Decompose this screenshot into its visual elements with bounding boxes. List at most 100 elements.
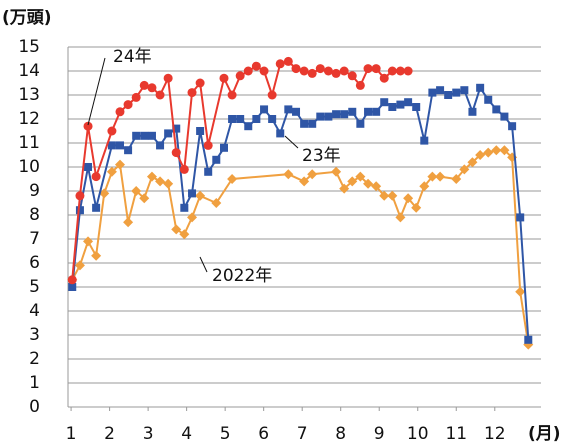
marker [171, 148, 181, 158]
marker [315, 64, 325, 74]
marker [356, 119, 365, 128]
marker [187, 212, 198, 223]
marker [243, 66, 253, 76]
marker [107, 126, 117, 136]
marker [267, 90, 277, 100]
x-tick-label: 3 [143, 424, 154, 444]
marker [508, 122, 517, 131]
marker [404, 98, 413, 107]
marker [403, 193, 414, 204]
marker [347, 71, 357, 81]
marker [419, 181, 430, 192]
marker [468, 107, 477, 116]
marker [139, 80, 149, 90]
marker [363, 178, 374, 189]
marker [147, 83, 157, 93]
marker [123, 100, 133, 110]
marker [107, 141, 116, 150]
marker [300, 119, 309, 128]
marker [196, 127, 205, 135]
marker [131, 186, 142, 196]
marker [180, 203, 189, 212]
marker [188, 189, 197, 198]
marker [204, 167, 213, 176]
marker [500, 112, 509, 121]
x-axis-label: (月) [528, 424, 561, 444]
marker [83, 236, 94, 247]
marker [244, 122, 253, 131]
marker [91, 172, 101, 182]
marker [364, 107, 373, 116]
marker [371, 64, 381, 74]
x-tick-label: 5 [220, 424, 231, 444]
y-tick-label: 11 [18, 133, 40, 153]
marker [251, 61, 261, 71]
marker [114, 159, 125, 170]
x-tick-label: 11 [445, 424, 467, 444]
marker [139, 193, 150, 204]
marker [467, 157, 478, 168]
marker [299, 176, 310, 187]
marker [372, 107, 381, 116]
marker [164, 129, 173, 138]
x-tick-label: 4 [181, 424, 192, 444]
annotation-leader [87, 57, 106, 126]
marker [212, 155, 221, 164]
y-tick-label: 0 [29, 397, 40, 417]
y-tick-label: 13 [18, 85, 40, 105]
marker [420, 136, 429, 145]
marker [307, 68, 317, 78]
marker [483, 147, 494, 158]
y-tick-label: 2 [29, 349, 40, 369]
marker [355, 80, 365, 90]
marker [363, 64, 373, 74]
marker [396, 100, 405, 109]
marker [436, 86, 445, 95]
marker [260, 105, 269, 114]
marker [195, 190, 206, 201]
marker [115, 107, 125, 117]
marker [395, 66, 405, 76]
marker [227, 90, 237, 100]
marker [516, 213, 525, 222]
marker [324, 112, 333, 121]
marker [146, 171, 157, 182]
marker [115, 141, 124, 150]
marker [355, 171, 366, 182]
marker [452, 88, 461, 97]
marker [179, 164, 189, 174]
y-tick-label: 6 [29, 253, 40, 273]
marker [387, 190, 398, 201]
x-tick-label: 12 [484, 424, 506, 444]
marker [219, 73, 229, 83]
y-axis-label: (万頭) [2, 8, 52, 28]
x-tick-label: 2 [104, 424, 115, 444]
marker [459, 164, 470, 175]
marker [435, 171, 446, 182]
marker [171, 224, 182, 235]
marker [427, 171, 438, 182]
marker [75, 191, 85, 201]
marker [74, 260, 85, 271]
y-tick-label: 3 [29, 325, 40, 345]
marker [292, 107, 301, 116]
marker [84, 163, 93, 171]
marker [491, 145, 502, 156]
y-tick-label: 4 [29, 301, 40, 321]
y-tick-label: 12 [18, 109, 40, 129]
marker [123, 217, 134, 228]
marker [227, 174, 238, 184]
series-annotation: 23年 [302, 146, 341, 166]
x-tick-label: 8 [335, 424, 346, 444]
marker [75, 206, 84, 215]
marker [140, 131, 149, 140]
marker [219, 143, 228, 152]
series-annotation: 24年 [113, 47, 152, 67]
marker [299, 66, 309, 76]
marker [283, 169, 294, 180]
y-tick-label: 8 [29, 205, 40, 225]
marker [211, 198, 222, 208]
x-tick-label: 9 [374, 424, 385, 444]
marker [284, 105, 293, 114]
